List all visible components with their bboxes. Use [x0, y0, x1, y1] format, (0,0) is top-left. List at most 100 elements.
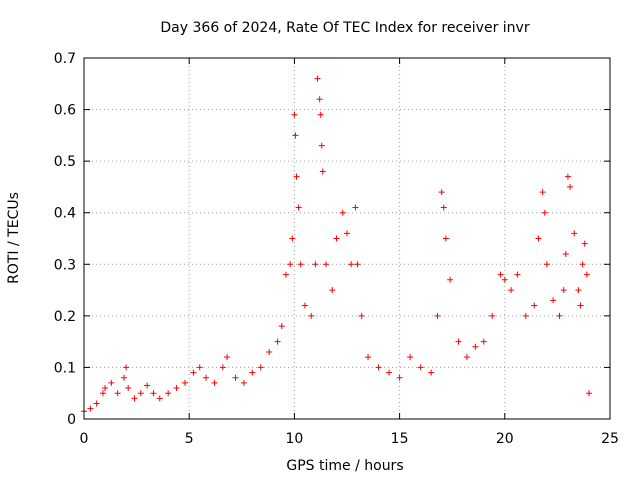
data-point	[560, 287, 567, 294]
x-tick-label: 5	[185, 431, 194, 447]
data-point	[550, 297, 557, 304]
data-point	[293, 173, 300, 180]
data-point	[308, 312, 315, 319]
data-point	[312, 261, 319, 268]
data-point	[447, 276, 454, 283]
y-tick-label: 0.6	[54, 103, 76, 119]
data-point	[508, 287, 515, 294]
data-point	[99, 390, 106, 397]
y-tick-label: 0.7	[54, 51, 76, 67]
data-point	[514, 271, 521, 278]
data-point	[114, 390, 121, 397]
x-tick-label: 20	[496, 431, 514, 447]
grid-lines	[84, 58, 610, 419]
data-point	[455, 338, 462, 345]
data-point	[249, 369, 256, 376]
x-tick-label: 10	[285, 431, 303, 447]
data-point	[583, 271, 590, 278]
y-tick-label: 0	[67, 412, 76, 428]
data-point	[319, 168, 326, 175]
data-point	[428, 369, 435, 376]
data-point	[407, 354, 414, 361]
x-tick-label: 0	[80, 431, 89, 447]
y-axis-label: ROTI / TECUs	[6, 192, 22, 284]
data-point	[489, 312, 496, 319]
data-point	[150, 390, 157, 397]
data-point	[571, 230, 578, 237]
data-point	[181, 379, 188, 386]
data-point	[344, 230, 350, 237]
data-point	[567, 183, 574, 190]
data-point	[339, 209, 346, 216]
data-point	[501, 276, 508, 283]
data-point	[434, 312, 441, 319]
data-point	[354, 261, 361, 268]
data-point	[165, 390, 172, 397]
data-points	[81, 75, 592, 415]
data-point	[131, 395, 138, 402]
y-tick-label: 0.5	[54, 154, 76, 170]
data-point	[417, 364, 424, 371]
data-point	[522, 312, 529, 319]
data-point	[581, 240, 588, 247]
data-point	[87, 405, 94, 412]
data-point	[352, 204, 359, 211]
data-point	[348, 261, 355, 268]
data-point	[278, 323, 285, 330]
data-point	[120, 374, 127, 381]
data-point	[585, 390, 592, 397]
data-point	[463, 354, 470, 361]
data-point	[295, 204, 302, 211]
data-point	[317, 111, 324, 118]
data-point	[108, 379, 115, 386]
data-point	[291, 111, 298, 118]
data-point	[575, 287, 582, 294]
data-point	[314, 75, 321, 82]
data-point	[556, 312, 563, 319]
data-point	[257, 364, 264, 371]
data-point	[386, 369, 393, 376]
data-point	[190, 369, 197, 376]
data-point	[564, 173, 571, 180]
data-point	[266, 348, 273, 355]
axis-ticks: 0 5 10 15 20 25 0 0.1 0.2 0.3 0.4 0.5 0.6 0.7	[54, 51, 619, 447]
data-point	[396, 374, 403, 381]
x-tick-label: 15	[391, 431, 409, 447]
y-tick-label: 0.4	[54, 206, 76, 222]
data-point	[472, 343, 479, 350]
data-point	[297, 261, 304, 268]
y-tick-label: 0.3	[54, 257, 76, 273]
chart-title: Day 366 of 2024, Rate Of TEC Index for r…	[160, 20, 529, 36]
data-point	[535, 235, 542, 242]
data-point	[497, 271, 504, 278]
data-point	[365, 354, 372, 361]
plot-frame	[83, 57, 611, 420]
data-point	[123, 364, 130, 371]
data-point	[196, 364, 203, 371]
data-point	[442, 235, 449, 242]
data-point	[375, 364, 382, 371]
data-point	[531, 302, 538, 309]
x-tick-label: 25	[601, 431, 619, 447]
data-point	[543, 261, 550, 268]
y-tick-label: 0.1	[54, 360, 76, 376]
data-point	[219, 364, 226, 371]
data-point	[203, 374, 210, 381]
data-point	[289, 235, 296, 242]
data-point	[173, 385, 180, 392]
data-point	[480, 338, 487, 345]
data-point	[156, 395, 163, 402]
data-point	[539, 189, 546, 196]
data-point	[125, 385, 132, 392]
data-point	[541, 209, 548, 216]
data-point	[301, 302, 308, 309]
data-point	[93, 400, 100, 407]
data-point	[562, 250, 569, 257]
y-tick-label: 0.2	[54, 309, 76, 325]
data-point	[318, 142, 325, 149]
data-point	[358, 312, 365, 319]
data-point	[577, 302, 584, 309]
data-point	[224, 354, 231, 361]
data-point	[287, 261, 294, 268]
